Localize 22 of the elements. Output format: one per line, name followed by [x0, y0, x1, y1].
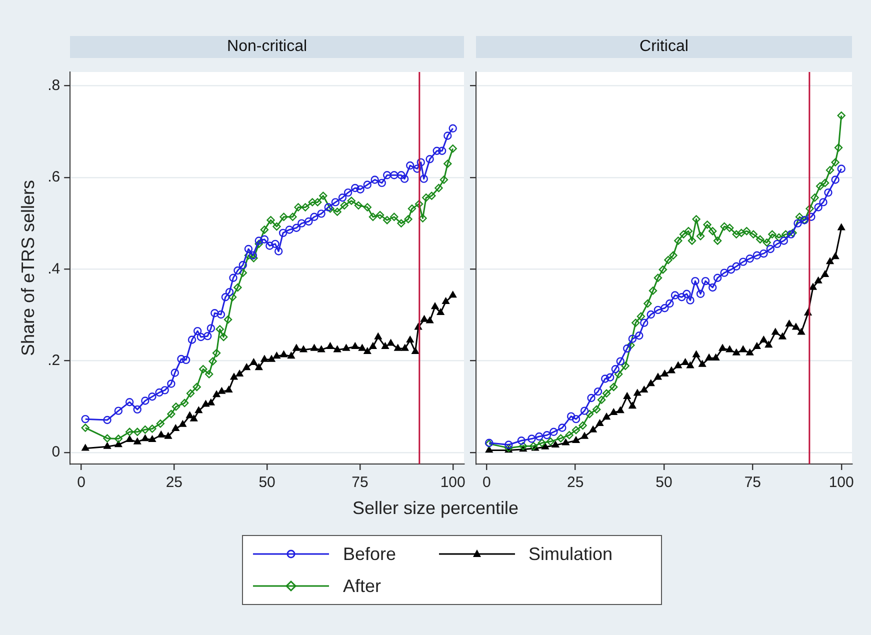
- legend-label: Simulation: [528, 544, 614, 564]
- x-axis-title: Seller size percentile: [351, 498, 520, 519]
- y-tick-label: .8: [48, 76, 60, 94]
- legend-label: Before: [342, 544, 398, 564]
- x-tick-label: 75: [744, 474, 762, 492]
- x-tick-label: 0: [77, 474, 86, 492]
- x-tick-label: 75: [352, 474, 368, 492]
- y-tick-label: .4: [48, 260, 60, 278]
- x-tick-label: 0: [482, 474, 491, 492]
- x-tick-label: 100: [828, 474, 854, 492]
- y-axis-title: Share of eTRS sellers: [18, 180, 38, 356]
- x-tick-label: 50: [656, 474, 672, 492]
- legend-label: After: [342, 576, 382, 596]
- chart-title: Critical: [476, 36, 852, 58]
- chart-title: Non-critical: [70, 36, 464, 58]
- x-tick-label: 25: [566, 474, 584, 492]
- y-tick-label: 0: [52, 444, 60, 461]
- x-tick-label: 100: [440, 474, 466, 492]
- x-tick-label: 25: [166, 474, 182, 492]
- x-tick-label: 50: [258, 474, 276, 492]
- y-tick-label: .2: [48, 352, 60, 369]
- y-tick-label: .6: [48, 168, 60, 186]
